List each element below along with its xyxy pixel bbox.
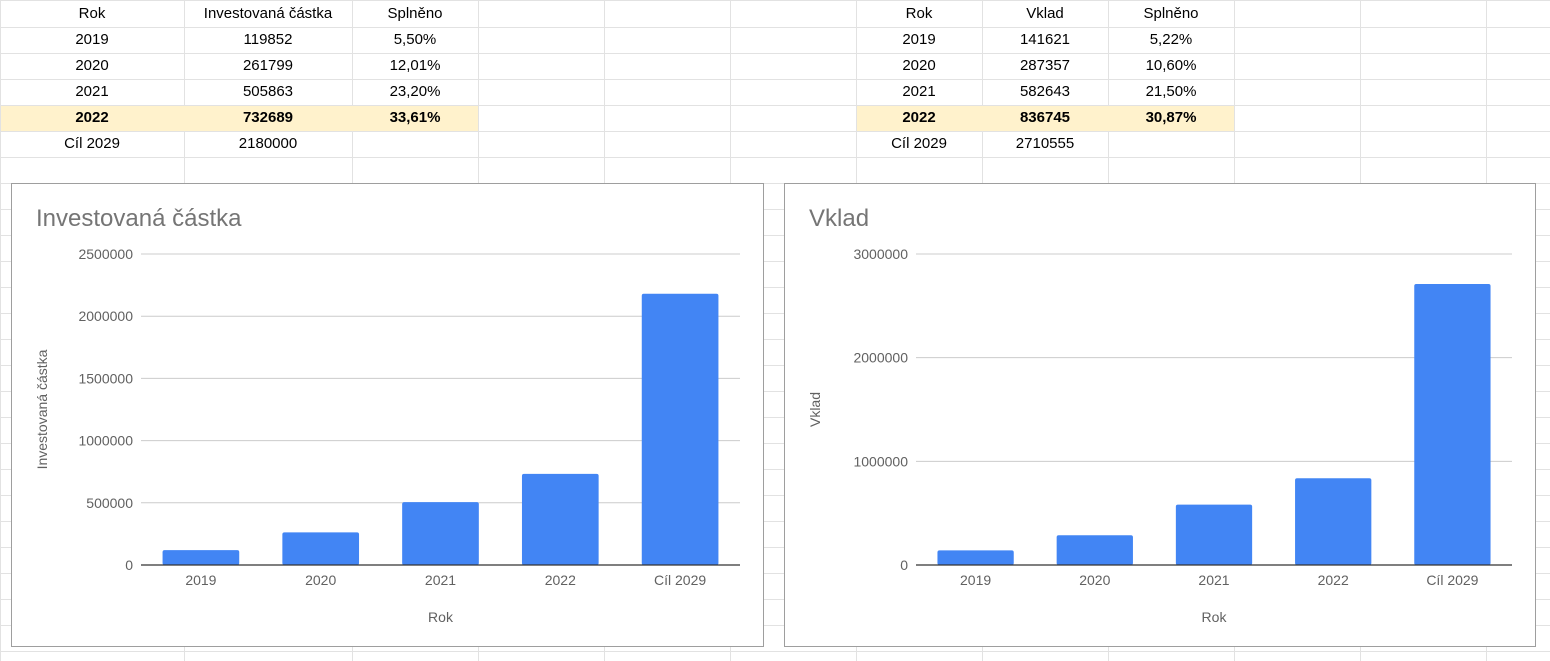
x-axis-label: Rok (428, 609, 454, 625)
table-cell[interactable]: 21,50% (1145, 83, 1197, 100)
highlight-row (1, 106, 478, 131)
table-cell[interactable]: 261799 (242, 57, 294, 74)
bar[interactable] (282, 532, 360, 565)
x-tick-label: 2021 (1198, 572, 1229, 588)
bar[interactable] (1056, 535, 1133, 565)
table-cell[interactable] (1108, 131, 1234, 157)
table-cell[interactable]: 2022 (75, 109, 109, 126)
y-tick-label: 1000000 (853, 453, 908, 469)
table-cell[interactable]: 2710555 (1015, 135, 1075, 152)
x-tick-label: 2020 (305, 572, 336, 588)
y-tick-label: 2500000 (78, 246, 133, 262)
y-tick-label: 2000000 (853, 350, 908, 366)
table-cell[interactable]: 582643 (1019, 83, 1071, 100)
header-cell[interactable]: Rok (78, 5, 106, 22)
table-cell[interactable]: 12,01% (389, 57, 441, 74)
table-cell[interactable]: 2019 (902, 31, 936, 48)
investment-chart[interactable]: Investovaná částka 0 500000 1000000 1500000 2… (11, 183, 764, 647)
y-axis-label: Investovaná částka (34, 349, 50, 469)
table-cell[interactable]: 10,60% (1145, 57, 1197, 74)
table-cell[interactable]: Cíl 2029 (891, 135, 947, 152)
table-cell[interactable]: 2022 (902, 109, 936, 126)
table-cell[interactable]: 836745 (1019, 109, 1071, 126)
deposit-chart-svg: Vklad 0 1000000 2000000 3000000 2019 2020 2021 2… (807, 205, 1512, 625)
y-tick-label: 2000000 (78, 308, 133, 324)
y-tick-label: 1500000 (78, 370, 133, 386)
y-tick-label: 1000000 (78, 433, 133, 449)
table-cell[interactable]: 2180000 (238, 135, 298, 152)
table-cell[interactable]: 119852 (243, 31, 293, 48)
bar[interactable] (162, 550, 240, 565)
table-cell[interactable]: 5,50% (393, 31, 437, 48)
bar[interactable] (641, 293, 719, 565)
bar[interactable] (1295, 478, 1372, 565)
table-cell[interactable]: 30,87% (1145, 109, 1197, 126)
table-cell[interactable]: Cíl 2029 (64, 135, 120, 152)
header-cell[interactable]: Splněno (1143, 5, 1199, 22)
bar[interactable] (402, 502, 479, 565)
chart-title: Investovaná částka (36, 205, 242, 232)
y-tick-label: 0 (125, 557, 133, 573)
header-cell[interactable]: Splněno (387, 5, 443, 22)
table-cell[interactable]: 2021 (902, 83, 936, 100)
table-cell[interactable]: 287357 (1019, 57, 1071, 74)
x-tick-label: 2022 (1318, 572, 1349, 588)
table-cell[interactable]: 23,20% (389, 83, 441, 100)
table-cell[interactable]: 33,61% (389, 109, 441, 126)
bar[interactable] (521, 473, 599, 565)
deposit-chart[interactable]: Vklad 0 1000000 2000000 3000000 2019 2020 2021 2… (784, 183, 1536, 647)
table-cell[interactable]: 732689 (242, 109, 294, 126)
x-tick-label: 2021 (425, 572, 456, 588)
y-tick-label: 3000000 (853, 246, 908, 262)
y-axis-label: Vklad (807, 392, 823, 427)
x-tick-label: 2020 (1079, 572, 1110, 588)
y-tick-label: 0 (900, 557, 908, 573)
highlight-row (857, 106, 1234, 131)
x-axis-label: Rok (1202, 609, 1228, 625)
x-tick-label: Cíl 2029 (654, 572, 706, 588)
table-cell[interactable]: 505863 (242, 83, 294, 100)
table-cell[interactable]: 5,22% (1149, 31, 1193, 48)
chart-title: Vklad (809, 205, 869, 232)
header-cell[interactable]: Vklad (1026, 5, 1064, 22)
table-cell[interactable]: 2019 (75, 31, 109, 48)
bar[interactable] (1414, 284, 1491, 565)
x-tick-label: 2022 (545, 572, 576, 588)
table-cell[interactable]: 2020 (75, 57, 109, 74)
bar[interactable] (1175, 504, 1253, 565)
header-cell[interactable]: Rok (905, 5, 933, 22)
header-cell[interactable]: Investovaná částka (203, 5, 333, 22)
bar[interactable] (937, 550, 1014, 565)
y-tick-label: 500000 (86, 495, 133, 511)
x-tick-label: 2019 (960, 572, 991, 588)
table-cell[interactable]: 2021 (75, 83, 109, 100)
table-cell[interactable] (352, 131, 478, 157)
x-tick-label: 2019 (185, 572, 216, 588)
x-tick-label: Cíl 2029 (1426, 572, 1478, 588)
table-cell[interactable]: 141621 (1019, 31, 1071, 48)
table-cell[interactable]: 2020 (902, 57, 936, 74)
investment-chart-svg: Investovaná částka 0 500000 1000000 1500000 2… (34, 205, 740, 625)
